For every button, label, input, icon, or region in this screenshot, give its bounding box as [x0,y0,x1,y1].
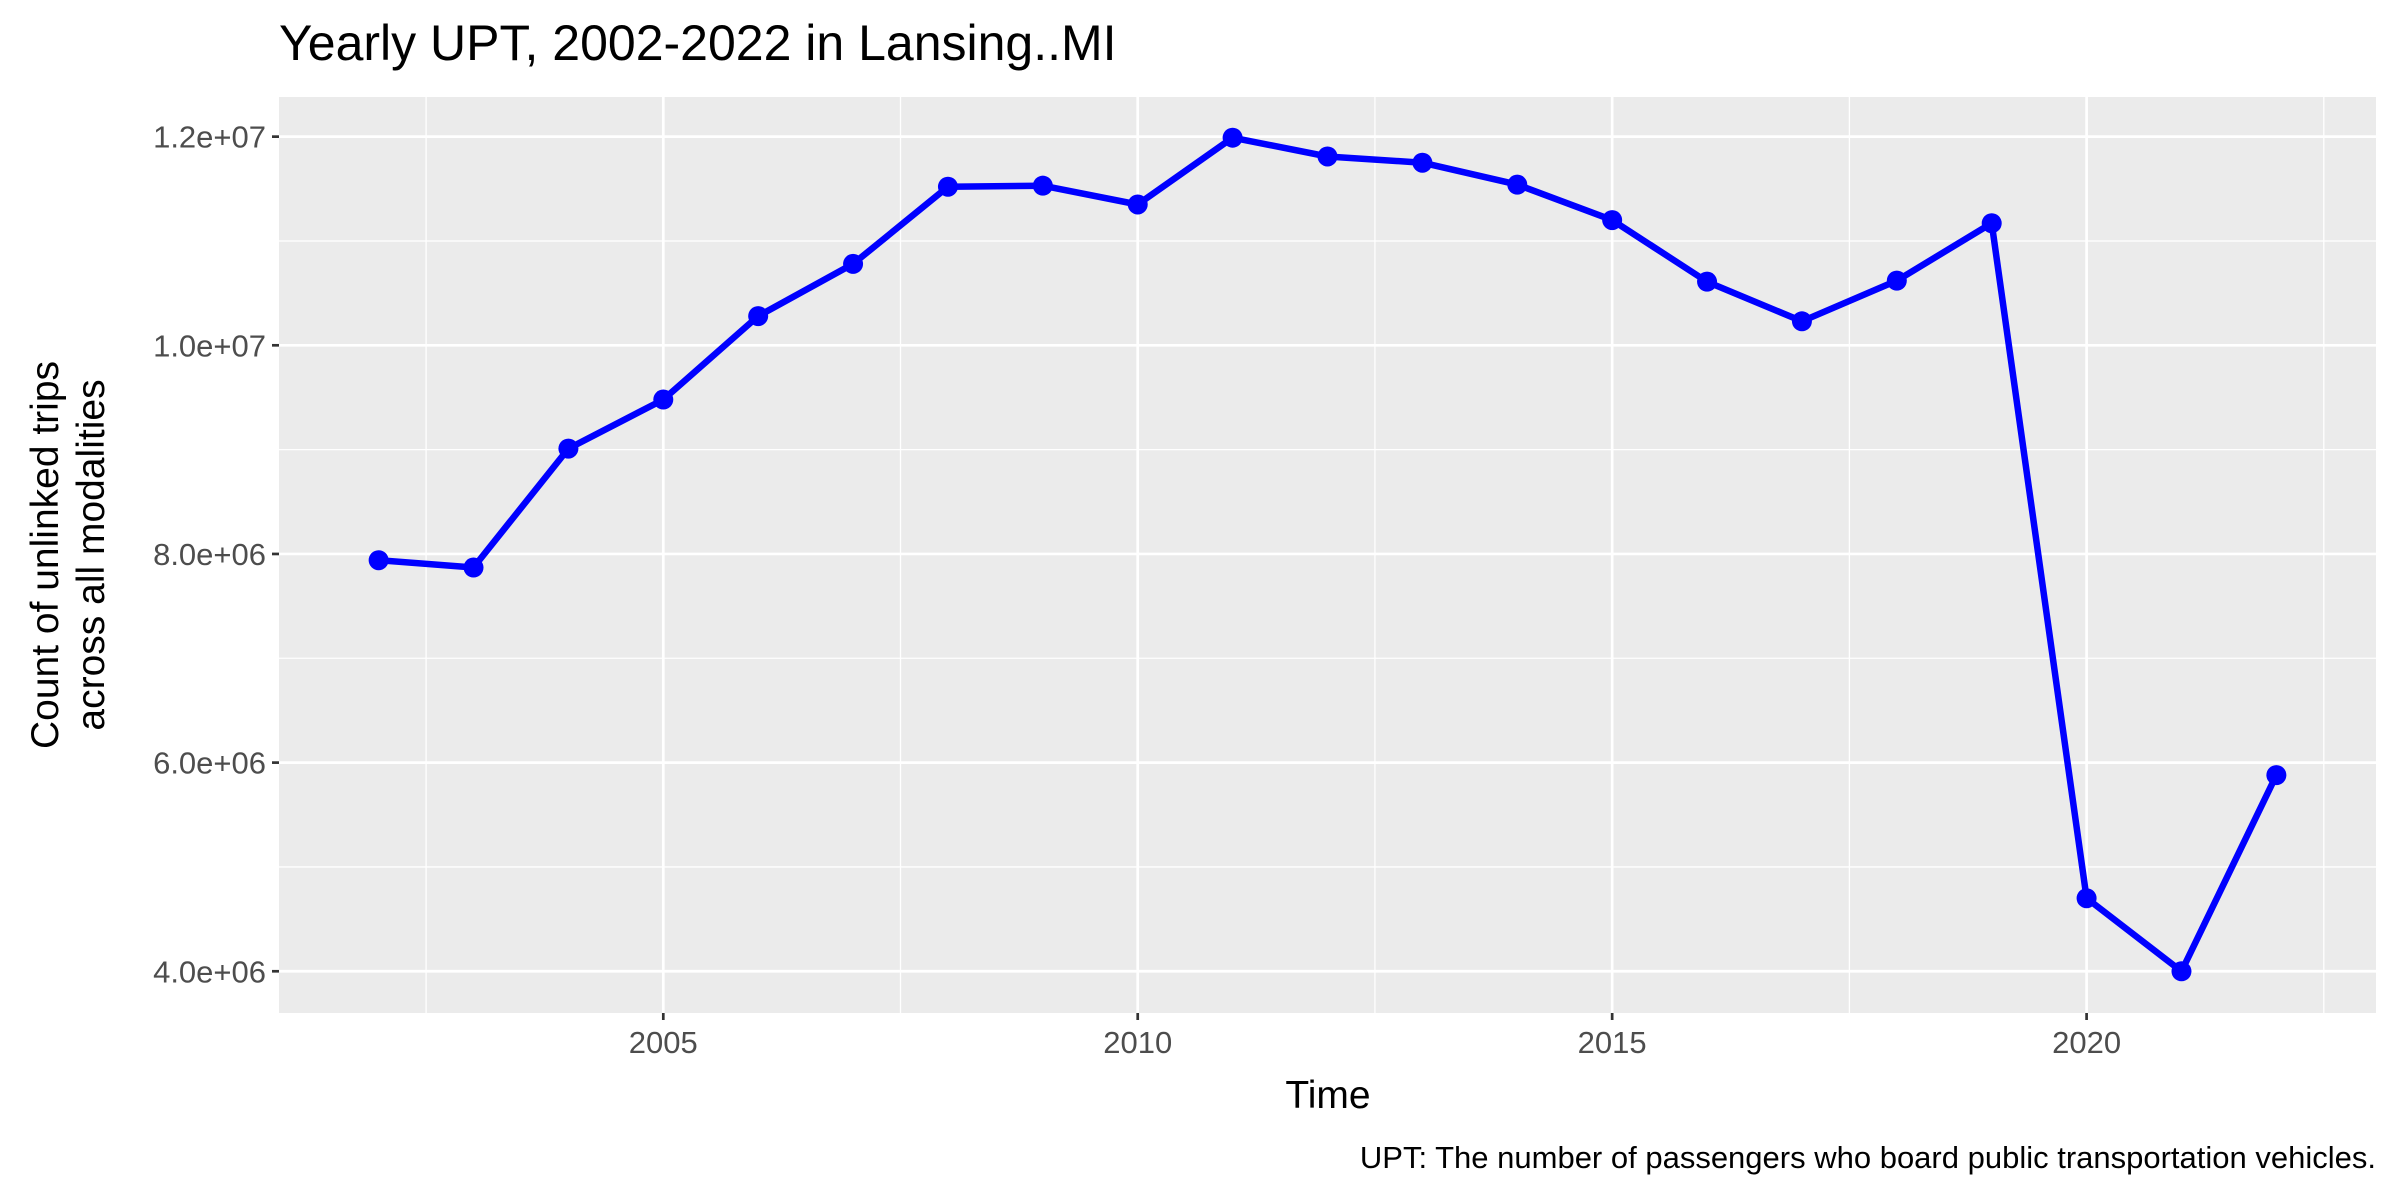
data-point [1222,127,1243,148]
x-axis: 2005 2010 2015 2020 [629,1013,2121,1060]
x-tick-label: 2010 [1103,1025,1172,1060]
x-tick-label: 2020 [2052,1025,2121,1060]
data-point [463,557,484,578]
data-point [1032,175,1053,196]
data-point [2076,888,2097,909]
y-tick-label: 8.0e+06 [153,537,266,572]
data-point [653,389,674,410]
data-point [2171,961,2192,982]
y-axis-title-line-2: across all modalities [70,379,113,730]
data-point [1317,146,1338,167]
data-point [1127,194,1148,215]
y-tick-label: 1.0e+07 [153,328,266,363]
data-point [1697,271,1718,292]
chart-caption: UPT: The number of passengers who board … [1360,1140,2376,1175]
y-axis: 4.0e+06 6.0e+06 8.0e+06 1.0e+07 1.2e+07 [153,120,279,989]
data-point [1981,213,2002,234]
data-point [937,176,958,197]
x-tick-label: 2015 [1578,1025,1647,1060]
data-point [1602,210,1623,231]
y-tick-label: 6.0e+06 [153,746,266,781]
y-tick-label: 4.0e+06 [153,954,266,989]
grid-major [279,97,2376,1013]
data-point [368,550,389,571]
data-point [1507,174,1528,195]
data-point [1412,152,1433,173]
data-point [558,438,579,459]
y-tick-label: 1.2e+07 [153,120,266,155]
data-point [2266,765,2287,786]
data-point [1886,270,1907,291]
x-tick-label: 2005 [629,1025,698,1060]
chart-title: Yearly UPT, 2002-2022 in Lansing..MI [279,15,1117,71]
data-point [843,253,864,274]
data-point [748,306,769,327]
x-axis-title: Time [1285,1074,1370,1117]
y-axis-title-line-1: Count of unlinked trips [24,361,67,749]
data-point [1791,311,1812,332]
series-layer [368,127,2287,982]
